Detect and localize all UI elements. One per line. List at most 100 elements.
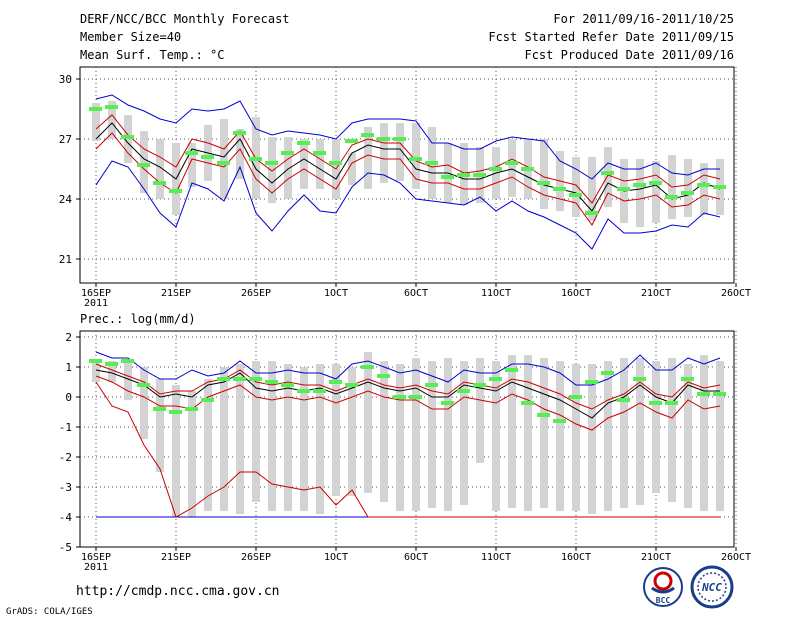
box-bar <box>300 139 308 189</box>
forecast-marker <box>489 377 502 381</box>
forecast-marker <box>569 193 582 197</box>
box-bar <box>156 139 164 199</box>
forecast-marker <box>265 380 278 384</box>
box-bar <box>108 361 116 382</box>
y-tick-label: 27 <box>59 133 72 146</box>
forecast-marker <box>521 401 534 405</box>
y-tick-label: 2 <box>65 331 72 344</box>
forecast-marker <box>441 401 454 405</box>
box-bar <box>92 103 100 141</box>
box-bar <box>508 355 516 508</box>
box-bar <box>364 127 372 189</box>
website-url: http://cmdp.ncc.cma.gov.cn <box>76 584 280 599</box>
forecast-marker <box>505 368 518 372</box>
forecast-marker <box>473 383 486 387</box>
y-tick-label: 21 <box>59 253 72 266</box>
forecast-marker <box>201 155 214 159</box>
forecast-marker <box>409 395 422 399</box>
forecast-marker <box>393 395 406 399</box>
forecast-marker <box>585 211 598 215</box>
forecast-marker <box>281 151 294 155</box>
box-bar <box>140 131 148 193</box>
y-tick-label: -3 <box>59 481 72 494</box>
forecast-marker <box>121 135 134 139</box>
forecast-marker <box>681 377 694 381</box>
forecast-marker <box>377 137 390 141</box>
precipitation-panel-title: Prec.: log(mm/d) <box>80 312 196 326</box>
forecast-marker <box>505 161 518 165</box>
forecast-marker <box>521 167 534 171</box>
forecast-marker <box>537 181 550 185</box>
forecast-marker <box>537 413 550 417</box>
box-bar <box>348 367 356 496</box>
forecast-marker <box>617 398 630 402</box>
y-tick-label: -5 <box>59 541 72 554</box>
forecast-marker <box>249 377 262 381</box>
forecast-marker <box>553 187 566 191</box>
forecast-marker <box>697 183 710 187</box>
forecast-marker <box>105 105 118 109</box>
x-tick-label: 6OCT <box>404 552 428 563</box>
ensemble-mean-line <box>95 122 721 212</box>
forecast-marker <box>297 141 310 145</box>
box-bar <box>412 123 420 189</box>
forecast-marker <box>697 392 710 396</box>
box-bar <box>284 364 292 511</box>
upper-ci-line <box>95 363 721 410</box>
forecast-marker <box>665 195 678 199</box>
low-percentile-line <box>95 381 720 518</box>
forecast-marker <box>233 377 246 381</box>
forecast-marker <box>313 389 326 393</box>
box-bar <box>476 358 484 463</box>
forecast-marker <box>345 383 358 387</box>
forecast-marker <box>569 395 582 399</box>
forecast-marker <box>121 359 134 363</box>
forecast-marker <box>169 189 182 193</box>
max-envelope-line <box>95 351 721 386</box>
box-bar <box>556 361 564 511</box>
x-tick-label: 11OCT <box>481 288 511 299</box>
box-bar <box>268 361 276 511</box>
forecast-marker <box>313 151 326 155</box>
box-bar <box>620 358 628 508</box>
forecast-period: For 2011/09/16-2011/10/25 <box>553 12 734 26</box>
x-tick-label: 1OCT <box>324 552 348 563</box>
ensemble-mean-line <box>95 369 720 419</box>
box-bar <box>172 385 180 517</box>
forecast-marker <box>585 380 598 384</box>
box-bar <box>348 153 356 185</box>
forecast-marker <box>681 191 694 195</box>
box-bar <box>572 364 580 511</box>
box-bar <box>588 364 596 514</box>
forecast-marker <box>617 187 630 191</box>
box-bar <box>204 379 212 511</box>
box-bar <box>524 355 532 511</box>
y-tick-label: -4 <box>59 511 73 524</box>
forecast-marker <box>425 383 438 387</box>
forecast-marker <box>105 362 118 366</box>
forecast-marker <box>441 175 454 179</box>
lower-ci-line <box>95 375 721 431</box>
ncc-logo: NCC <box>690 565 734 609</box>
forecast-marker <box>377 374 390 378</box>
box-bar <box>316 364 324 514</box>
box-bar <box>156 379 164 472</box>
box-bar <box>140 367 148 439</box>
forecast-marker <box>233 131 246 135</box>
x-tick-label: 21OCT <box>641 288 671 299</box>
ncc-logo-text: NCC <box>701 581 722 594</box>
box-bar <box>300 367 308 511</box>
forecast-marker <box>713 392 726 396</box>
lower-ci-line <box>95 132 721 226</box>
box-bar <box>220 119 228 199</box>
forecast-marker <box>185 151 198 155</box>
y-tick-label: -2 <box>59 451 72 464</box>
forecast-marker <box>489 167 502 171</box>
box-bar <box>700 163 708 215</box>
x-tick-label: 16OCT <box>561 288 591 299</box>
forecast-marker <box>153 181 166 185</box>
forecast-marker <box>281 383 294 387</box>
max-envelope-line <box>95 94 720 180</box>
top-panel-variable: Mean Surf. Temp.: °C <box>80 48 225 62</box>
